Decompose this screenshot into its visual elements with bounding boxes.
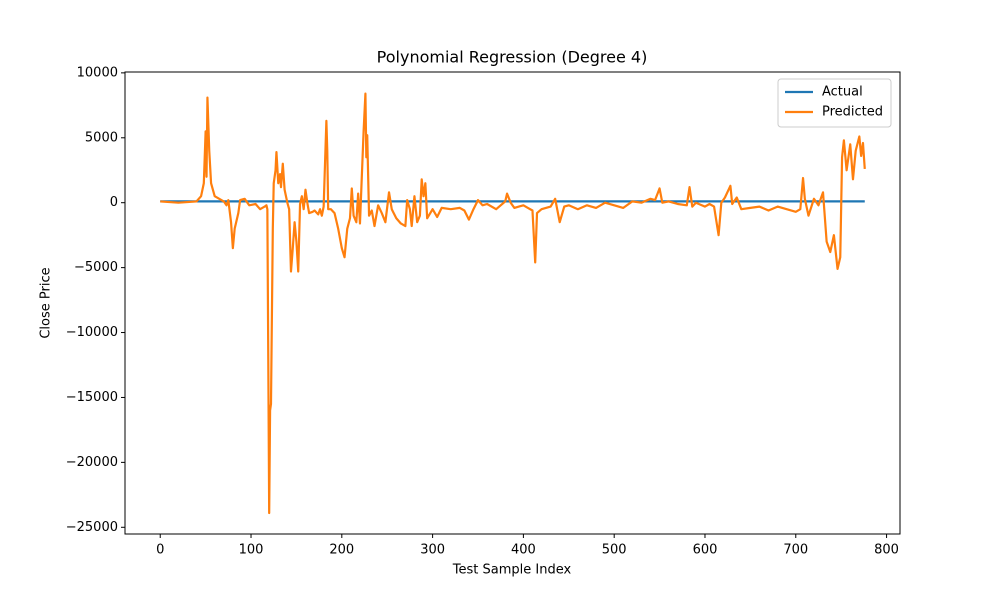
x-tick-label: 400 bbox=[511, 543, 536, 558]
x-tick-label: 500 bbox=[602, 543, 627, 558]
x-tick-label: 0 bbox=[156, 543, 164, 558]
plot-frame bbox=[124, 71, 901, 535]
y-tick-label: −25000 bbox=[66, 520, 118, 535]
legend-label: Predicted bbox=[822, 105, 883, 120]
x-tick-label: 100 bbox=[239, 543, 264, 558]
x-tick-label: 600 bbox=[693, 543, 718, 558]
x-tick-label: 700 bbox=[783, 543, 808, 558]
x-axis-label: Test Sample Index bbox=[452, 563, 572, 578]
y-tick-label: −5000 bbox=[74, 260, 118, 275]
y-tick-label: 0 bbox=[110, 195, 118, 210]
x-tick-label: 300 bbox=[420, 543, 445, 558]
y-tick-label: 5000 bbox=[85, 130, 118, 145]
y-tick-label: −15000 bbox=[66, 390, 118, 405]
legend-label: Actual bbox=[822, 85, 863, 100]
y-tick-label: −20000 bbox=[66, 455, 118, 470]
y-tick-label: 10000 bbox=[77, 65, 118, 80]
x-tick-label: 200 bbox=[329, 543, 354, 558]
series-line bbox=[160, 92, 866, 515]
x-tick-label: 800 bbox=[874, 543, 899, 558]
y-tick-label: −10000 bbox=[66, 325, 118, 340]
y-axis-label: Close Price bbox=[39, 267, 54, 338]
chart-title: Polynomial Regression (Degree 4) bbox=[377, 48, 648, 67]
